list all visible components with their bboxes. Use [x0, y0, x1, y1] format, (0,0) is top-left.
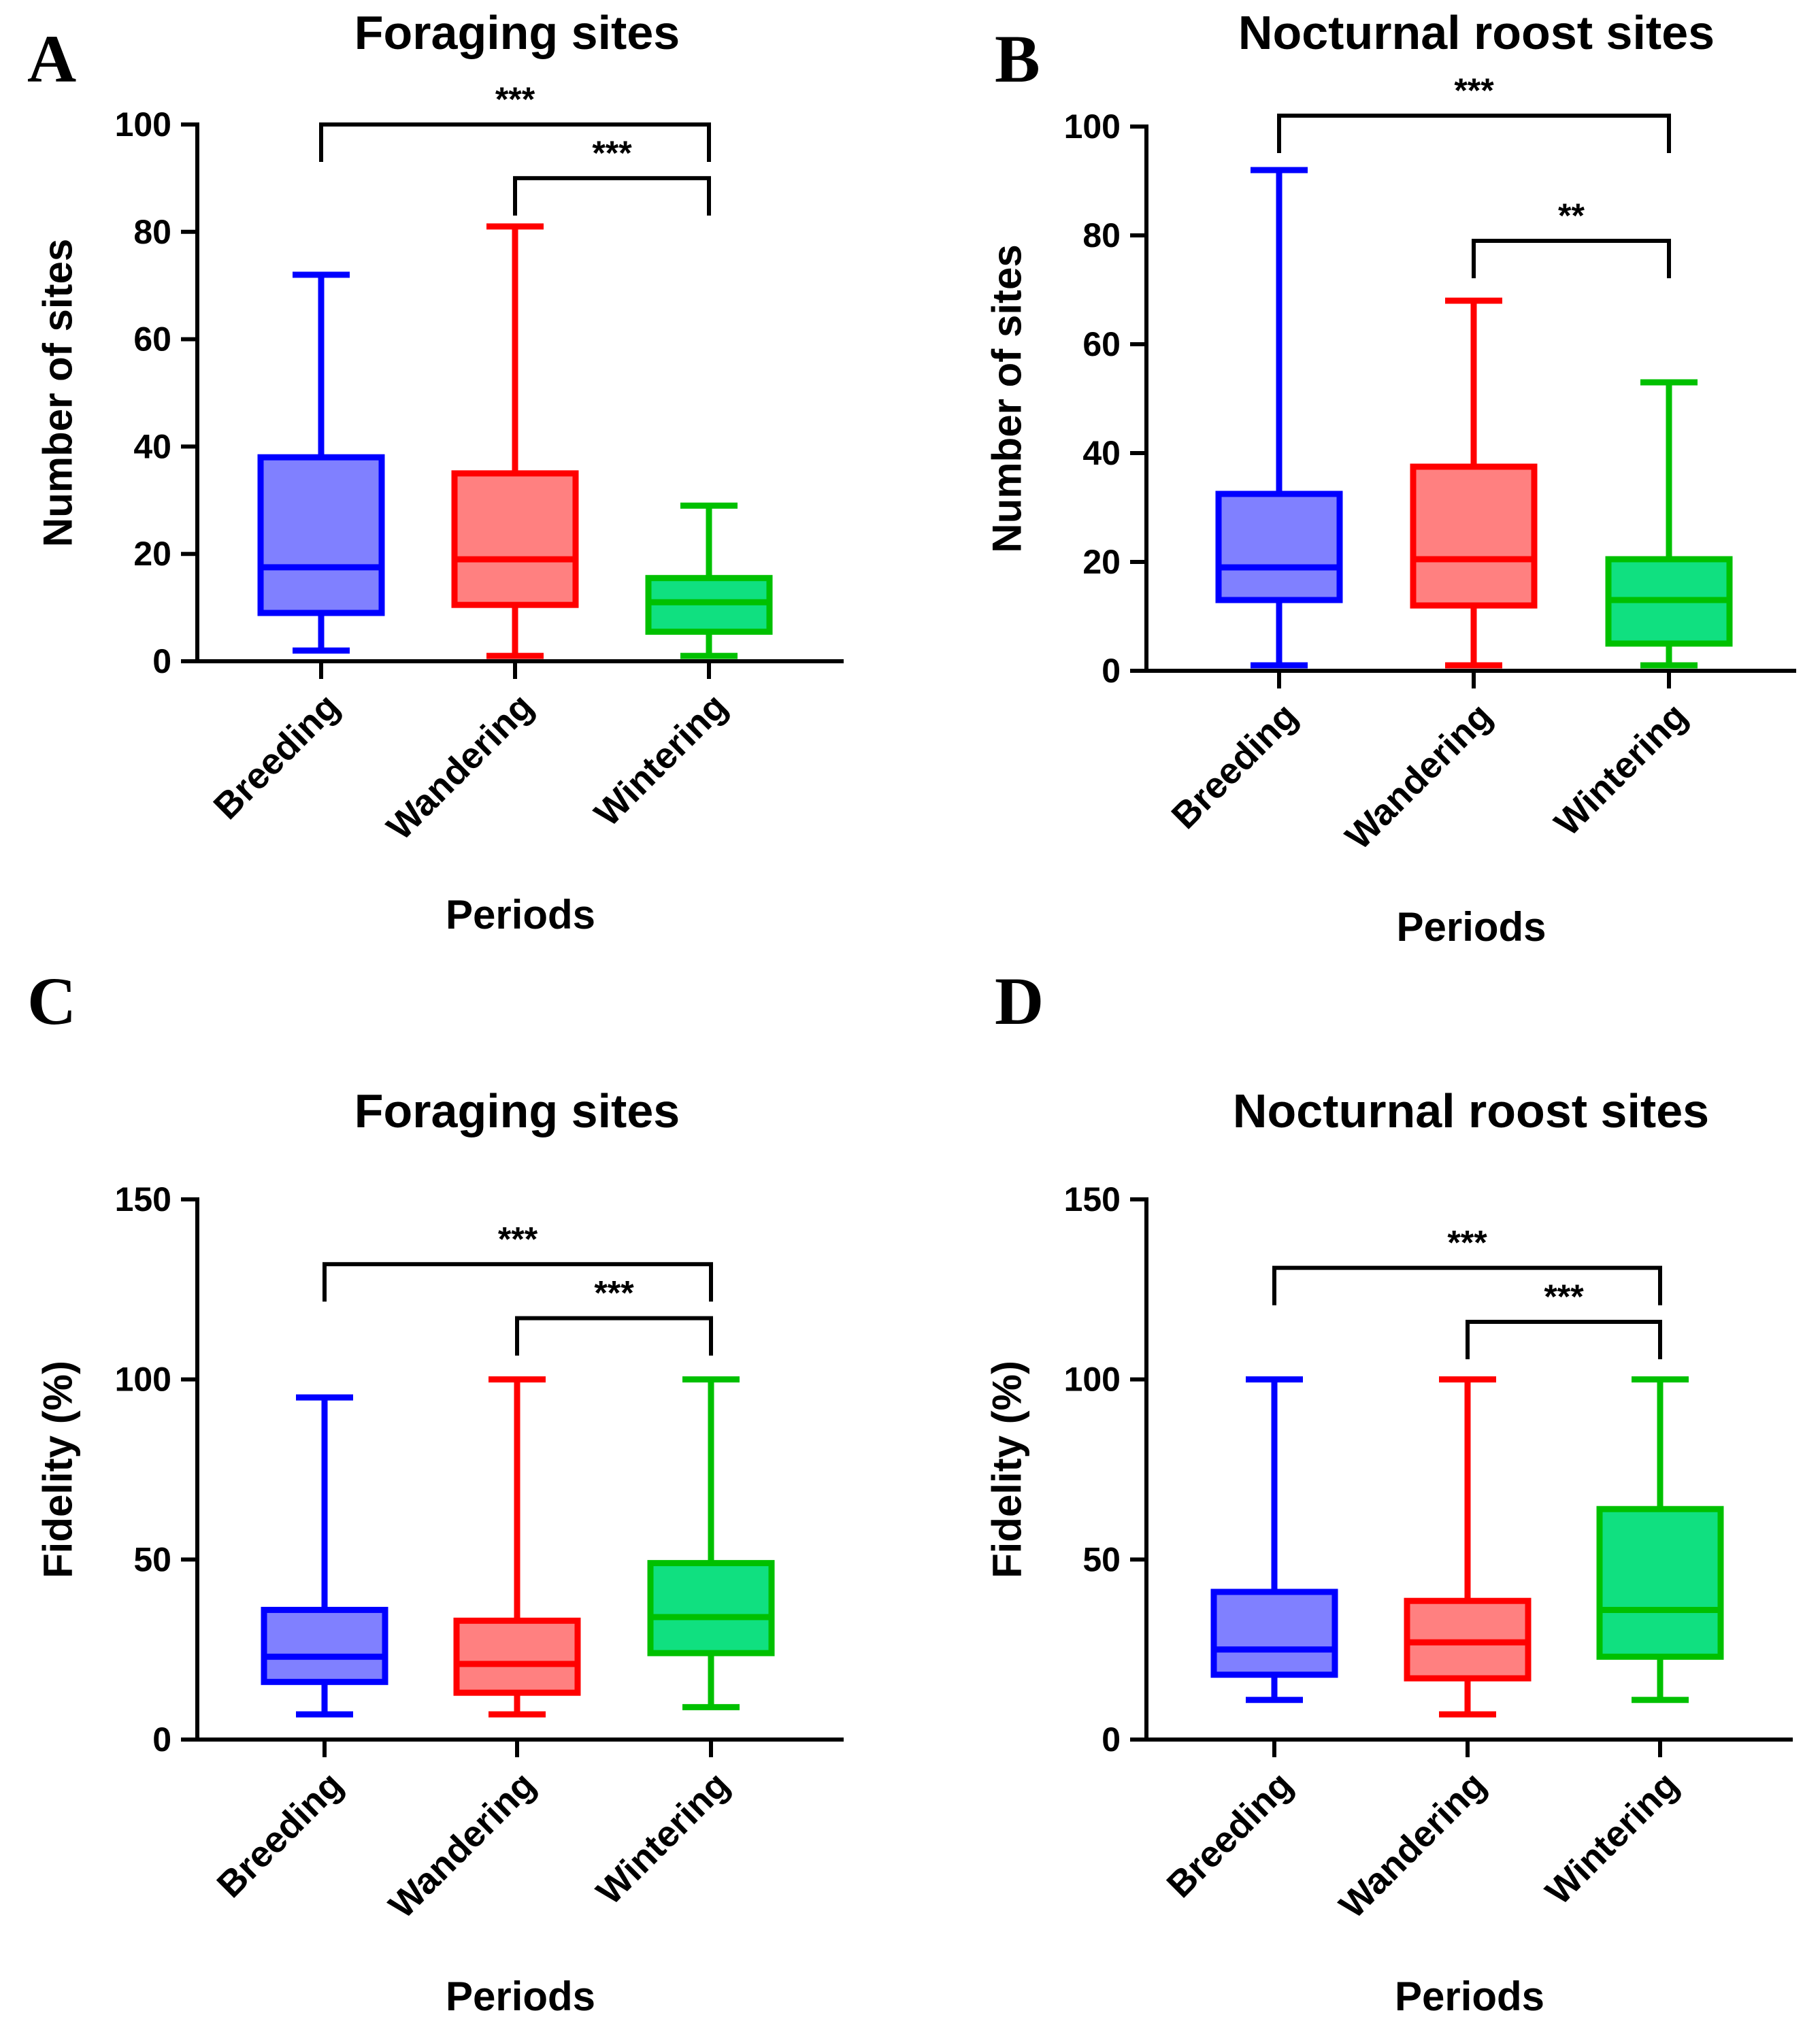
panel-letter: D: [995, 963, 1044, 1039]
y-tick-label: 150: [115, 1180, 171, 1218]
box-iqr: [261, 1606, 388, 1685]
significance-label: ***: [1544, 1278, 1584, 1316]
y-tick-label: 50: [1082, 1540, 1121, 1578]
y-axis-label: Number of sites: [985, 244, 1030, 552]
box-iqr: [647, 1560, 775, 1657]
y-axis-label: Number of sites: [35, 239, 81, 547]
y-tick-label: 80: [1082, 216, 1121, 254]
panel-b: B Nocturnal roost sites 0 20 40 60 80 100 Number…: [985, 6, 1796, 950]
box-iqr: [257, 454, 385, 616]
y-tick-label: 100: [115, 105, 171, 144]
x-tick-label-breeding: Breeding: [1159, 1764, 1301, 1906]
significance-label: ***: [1447, 1224, 1487, 1262]
significance-bracket: [1466, 1319, 1662, 1359]
x-axis-label: Periods: [446, 1974, 595, 2019]
significance-bracket: [322, 1262, 713, 1302]
y-axis-label: Fidelity (%): [985, 1361, 1030, 1578]
box-wintering: [647, 1376, 775, 1710]
significance-bracket: [319, 122, 711, 162]
x-tick-label-wintering: Wintering: [586, 686, 735, 834]
significance-label: ***: [498, 1220, 538, 1258]
box-iqr: [453, 1617, 581, 1696]
x-tick-label-wandering: Wandering: [1338, 695, 1500, 857]
panel-d: D Nocturnal roost sites 0 50 100 150 Fidelity …: [985, 963, 1793, 2019]
box-wandering: [453, 1376, 581, 1718]
y-tick-label: 50: [133, 1540, 171, 1578]
y-tick-label: 40: [1082, 434, 1121, 472]
x-tick-label-wintering: Wintering: [589, 1764, 737, 1912]
chart-title: Foraging sites: [354, 6, 680, 59]
y-tick-label: 60: [133, 320, 171, 359]
box-iqr: [1596, 1506, 1724, 1660]
box-wintering: [645, 502, 773, 659]
significance-label: ***: [495, 80, 535, 118]
x-axis-label: Periods: [1396, 904, 1546, 950]
box-wintering: [1596, 1376, 1724, 1703]
significance-label: ***: [592, 134, 632, 172]
y-tick-label: 100: [1064, 107, 1121, 146]
panel-c: C Foraging sites 0 50 100 150 Fidelity (%) Bree…: [27, 963, 844, 2019]
chart-title: Nocturnal roost sites: [1238, 6, 1715, 59]
y-axis-label: Fidelity (%): [35, 1361, 81, 1578]
y-tick-label: 80: [133, 213, 171, 251]
y-tick-label: 0: [152, 642, 171, 680]
panel-letter: C: [27, 963, 76, 1039]
significance-bracket: [1472, 239, 1671, 278]
y-tick-label: 100: [115, 1361, 171, 1399]
box-breeding: [257, 271, 385, 654]
box-wandering: [451, 223, 579, 659]
chart-title: Foraging sites: [354, 1084, 680, 1137]
y-tick-label: 150: [1064, 1180, 1121, 1218]
panel-letter: B: [995, 21, 1040, 97]
box-wintering: [1605, 379, 1733, 669]
significance-label: ***: [594, 1274, 634, 1312]
x-tick-label-wandering: Wandering: [381, 1764, 543, 1926]
box-breeding: [1215, 167, 1343, 669]
panel-letter: A: [27, 21, 76, 97]
y-tick-label: 40: [133, 427, 171, 465]
x-tick-label-wintering: Wintering: [1546, 695, 1695, 844]
x-tick-label-wintering: Wintering: [1538, 1764, 1686, 1912]
box-wandering: [1410, 297, 1538, 669]
y-tick-label: 0: [152, 1721, 171, 1759]
y-tick-label: 60: [1082, 325, 1121, 363]
box-iqr: [451, 470, 579, 608]
x-tick-label-wandering: Wandering: [379, 686, 541, 848]
y-tick-label: 0: [1102, 652, 1121, 690]
y-tick-label: 20: [133, 535, 171, 573]
y-tick-label: 0: [1102, 1721, 1121, 1759]
significance-label: **: [1558, 197, 1585, 235]
y-tick-label: 100: [1064, 1361, 1121, 1399]
x-tick-label-breeding: Breeding: [206, 686, 348, 827]
chart-title: Nocturnal roost sites: [1233, 1084, 1709, 1137]
box-breeding: [1210, 1376, 1338, 1703]
box-iqr: [1215, 491, 1343, 603]
box-iqr: [1410, 463, 1538, 609]
significance-bracket: [515, 1316, 713, 1356]
significance-bracket: [1272, 1265, 1662, 1306]
x-tick-label-breeding: Breeding: [1164, 695, 1306, 837]
significance-bracket: [1277, 114, 1671, 153]
y-tick-label: 20: [1082, 543, 1121, 581]
box-iqr: [1210, 1589, 1338, 1678]
box-breeding: [261, 1394, 388, 1718]
x-tick-label-wandering: Wandering: [1331, 1764, 1493, 1926]
panel-a: A Foraging sites 0 20 40 60 80 100 Number of sit…: [27, 6, 844, 937]
box-wandering: [1404, 1376, 1532, 1718]
significance-bracket: [513, 176, 711, 216]
x-axis-label: Periods: [446, 892, 595, 937]
significance-label: ***: [1454, 71, 1494, 110]
x-tick-label-breeding: Breeding: [210, 1764, 351, 1906]
x-axis-label: Periods: [1395, 1974, 1544, 2019]
